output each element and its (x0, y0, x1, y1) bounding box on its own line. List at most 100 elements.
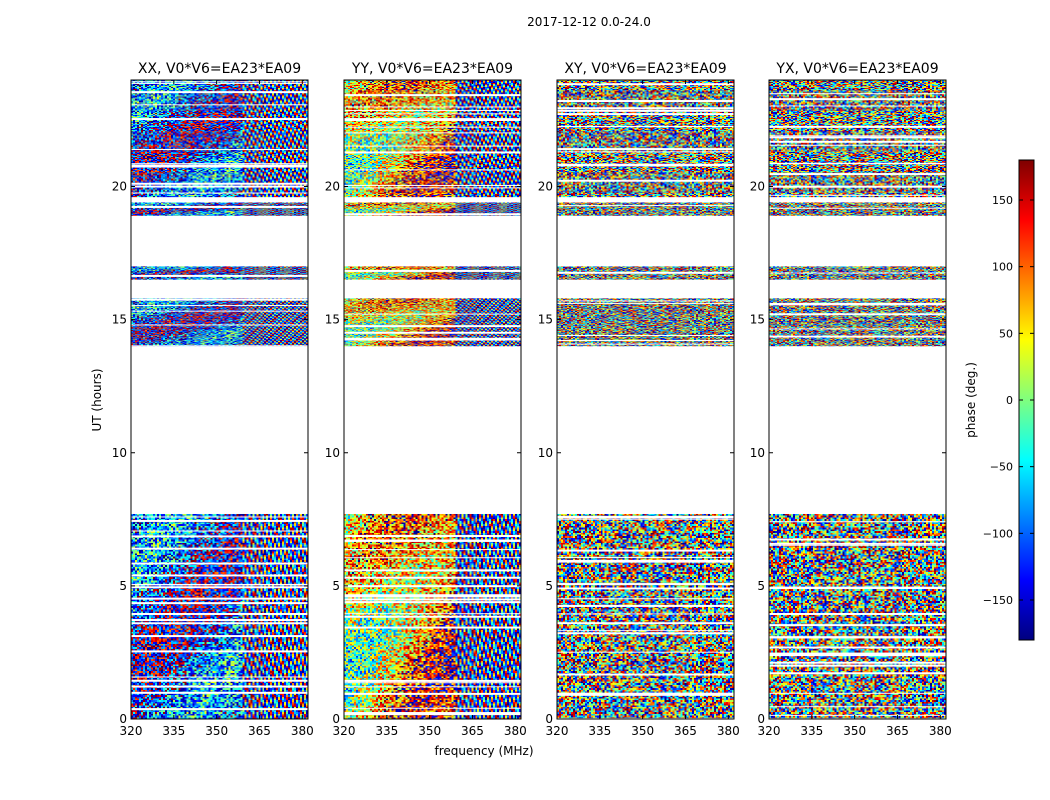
flag-stripe (557, 651, 734, 653)
flag-stripe (557, 340, 734, 342)
colorbar-label: phase (deg.) (964, 362, 978, 438)
panel-title: XY, V0*V6=EA23*EA09 (564, 61, 726, 77)
flag-stripe (769, 664, 946, 667)
flag-stripe (344, 118, 521, 121)
flag-stripe (344, 184, 521, 186)
flag-stripe (769, 661, 946, 664)
flag-stripe (344, 707, 521, 709)
data-block (131, 298, 308, 347)
flag-stripe (557, 515, 734, 517)
flag-stripe (344, 549, 521, 551)
flag-stripe (557, 518, 734, 520)
flag-stripe (131, 708, 308, 711)
heatmap-image (769, 80, 946, 719)
flag-stripe (344, 615, 521, 618)
data-block (131, 80, 308, 198)
flag-stripe (131, 547, 308, 550)
flag-stripe (131, 676, 308, 678)
flag-stripe (557, 179, 734, 182)
flag-stripe (769, 313, 946, 316)
flag-stripe (769, 162, 946, 164)
colorbar-tick-label: 0 (1006, 394, 1013, 407)
x-tick-label: 335 (162, 724, 185, 738)
flag-stripe (557, 334, 734, 336)
flag-stripe (769, 646, 946, 649)
flag-stripe (557, 163, 734, 165)
flag-stripe (131, 345, 308, 347)
flag-stripe (131, 619, 308, 622)
flag-stripe (344, 113, 521, 115)
flag-stripe (557, 673, 734, 676)
flag-stripe (344, 151, 521, 154)
flag-stripe (557, 583, 734, 586)
flag-stripe (131, 310, 308, 312)
x-tick-label: 320 (546, 724, 569, 738)
flag-stripe (557, 107, 734, 110)
panel-xy: XY, V0*V6=EA23*EA09 320 335 350 365 380 0 5 10 15… (538, 61, 740, 738)
flag-stripe (131, 602, 308, 605)
flag-stripe (344, 539, 521, 542)
panel-yx: YX, V0*V6=EA23*EA09 320 335 350 365 380 0 5 10 15… (750, 61, 952, 738)
flag-stripe (557, 343, 734, 345)
data-block (769, 202, 946, 216)
flag-stripe (557, 100, 734, 103)
flag-stripe (131, 622, 308, 625)
flag-stripe (131, 192, 308, 194)
flag-stripe (557, 549, 734, 552)
y-tick-label: 0 (119, 712, 127, 726)
colorbar-tick-label: −100 (983, 527, 1013, 540)
flag-stripe (769, 93, 946, 95)
flag-stripe (131, 185, 308, 188)
flag-stripe (131, 91, 308, 93)
flag-stripe (131, 685, 308, 688)
panel-title: XX, V0*V6=EA23*EA09 (138, 61, 301, 77)
x-tick-label: 380 (504, 724, 527, 738)
y-tick-label: 20 (750, 180, 765, 194)
flag-stripe (769, 521, 946, 523)
data-block (769, 513, 946, 719)
x-tick-label: 320 (120, 724, 143, 738)
panel-title: YY, V0*V6=EA23*EA09 (351, 61, 513, 77)
data-block (131, 202, 308, 216)
flag-stripe (131, 274, 308, 277)
flag-stripe (131, 182, 308, 185)
flag-stripe (769, 328, 946, 330)
flag-stripe (557, 516, 734, 519)
flag-stripe (344, 598, 521, 601)
flag-stripe (344, 626, 521, 629)
x-tick-label: 365 (248, 724, 271, 738)
heatmap-image (557, 80, 734, 719)
colorbar-tick-label: −150 (983, 594, 1013, 607)
flag-stripe (131, 164, 308, 167)
flag-stripe (344, 110, 521, 112)
data-block (344, 266, 521, 280)
x-tick-label: 365 (886, 724, 909, 738)
flag-stripe (769, 714, 946, 716)
colorbar-tick-label: 150 (992, 194, 1013, 207)
y-tick-label: 20 (325, 180, 340, 194)
flag-stripe (557, 587, 734, 589)
flag-stripe (557, 205, 734, 207)
flag-stripe (344, 118, 521, 120)
flag-stripe (131, 324, 308, 326)
flag-stripe (769, 542, 946, 545)
flag-stripe (769, 586, 946, 588)
data-block (557, 513, 734, 719)
flag-stripe (557, 113, 734, 116)
flag-stripe (344, 94, 521, 97)
x-tick-label: 365 (461, 724, 484, 738)
data-block (131, 513, 308, 719)
panel-xx: XX, V0*V6=EA23*EA09 320 335 350 365 380 0 5 10 15… (112, 61, 314, 738)
flag-stripe (769, 207, 946, 209)
flag-stripe (344, 682, 521, 684)
flag-stripe (769, 140, 946, 143)
flag-stripe (344, 713, 521, 716)
flag-stripe (344, 126, 521, 128)
flag-stripe (769, 272, 946, 274)
y-tick-label: 0 (757, 712, 765, 726)
flag-stripe (769, 636, 946, 639)
data-block (769, 80, 946, 198)
y-tick-label: 15 (538, 313, 553, 327)
flag-stripe (769, 672, 946, 675)
flag-stripe (344, 712, 521, 715)
